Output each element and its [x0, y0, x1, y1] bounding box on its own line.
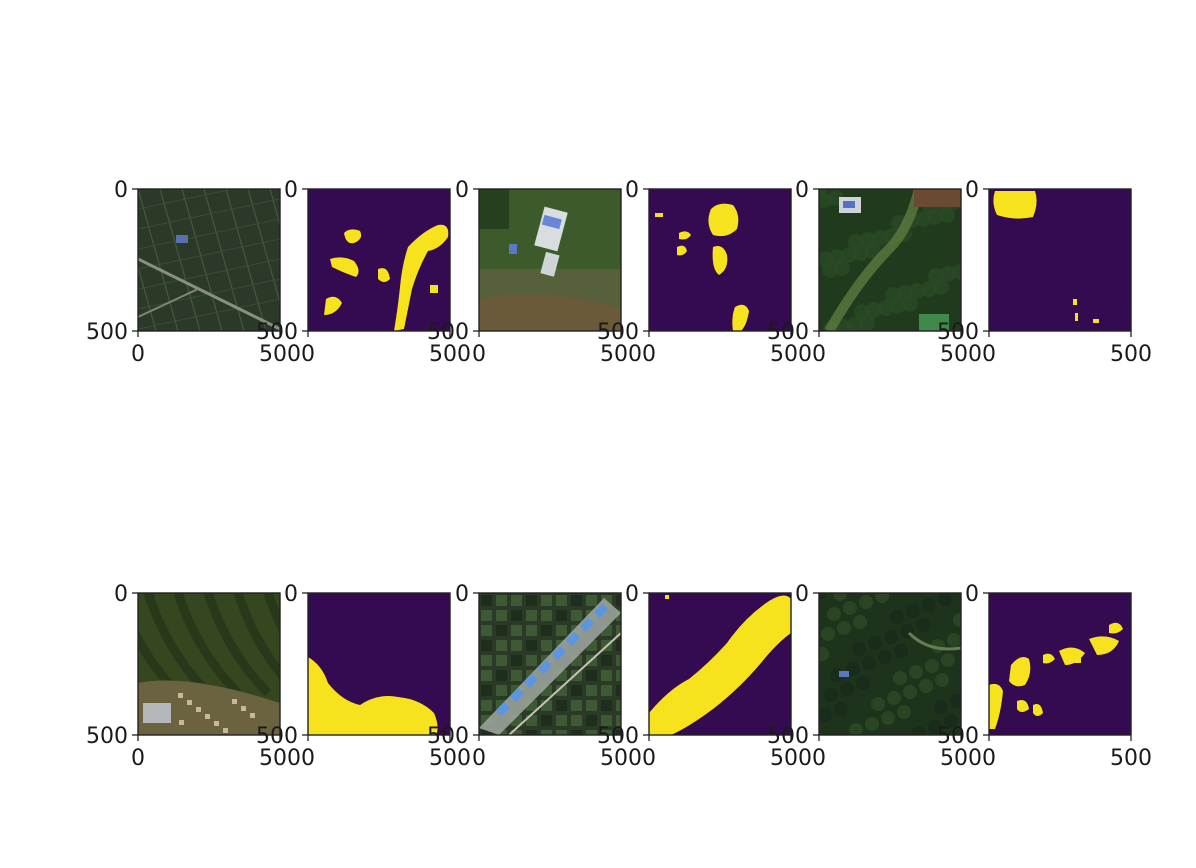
satellite-image-diagonal-built-up-strip [479, 593, 621, 735]
x-tick-label: 0 [301, 342, 315, 367]
satellite-image-forest-with-clearing [819, 189, 961, 331]
satellite-image-greenhouses-and-fields [479, 189, 621, 331]
y-tick-label: 0 [625, 582, 639, 607]
x-tick-label: 500 [940, 342, 982, 367]
satellite-image-farmland-fields-with-road [138, 189, 280, 331]
segmentation-mask-mask-greenhouses [649, 189, 791, 331]
x-tick-label: 0 [812, 342, 826, 367]
axes-frame [648, 592, 792, 736]
segmentation-mask-mask-forest [989, 189, 1131, 331]
x-tick-label: 0 [982, 746, 996, 771]
segmentation-mask-mask-diagonal-strip [649, 593, 791, 735]
axes-frame [137, 188, 281, 332]
axes-frame [988, 188, 1132, 332]
y-tick-label: 500 [937, 320, 979, 345]
segmentation-mask-mask-farmland [308, 189, 450, 331]
axes-frame [988, 592, 1132, 736]
x-tick-label: 0 [982, 342, 996, 367]
satellite-image-dense-forest-hills [819, 593, 961, 735]
x-tick-label: 0 [642, 746, 656, 771]
x-tick-label: 500 [600, 746, 642, 771]
y-tick-label: 0 [795, 582, 809, 607]
segmentation-mask-mask-scattered-patches [989, 593, 1131, 735]
x-tick-label: 500 [259, 342, 301, 367]
axes-frame [818, 188, 962, 332]
axes-frame [648, 188, 792, 332]
satellite-image-hills-and-village [138, 593, 280, 735]
axes-frame [307, 592, 451, 736]
y-tick-label: 0 [795, 178, 809, 203]
axes-frame [137, 592, 281, 736]
x-tick-label: 0 [131, 746, 145, 771]
axes-frame [478, 188, 622, 332]
axes-frame [478, 592, 622, 736]
y-tick-label: 0 [284, 178, 298, 203]
y-tick-label: 0 [114, 582, 128, 607]
y-tick-label: 500 [427, 320, 469, 345]
y-tick-label: 500 [597, 320, 639, 345]
segmentation-mask-mask-village [308, 593, 450, 735]
y-tick-label: 500 [86, 724, 128, 749]
y-tick-label: 0 [455, 582, 469, 607]
y-tick-label: 500 [597, 724, 639, 749]
y-tick-label: 500 [256, 320, 298, 345]
x-tick-label: 0 [131, 342, 145, 367]
x-tick-label: 500 [1110, 342, 1152, 367]
y-tick-label: 500 [86, 320, 128, 345]
x-tick-label: 0 [472, 342, 486, 367]
y-tick-label: 500 [767, 320, 809, 345]
x-tick-label: 0 [472, 746, 486, 771]
x-tick-label: 0 [812, 746, 826, 771]
x-tick-label: 500 [259, 746, 301, 771]
y-tick-label: 0 [965, 178, 979, 203]
x-tick-label: 500 [1110, 746, 1152, 771]
y-tick-label: 0 [625, 178, 639, 203]
x-tick-label: 500 [429, 342, 471, 367]
y-tick-label: 500 [427, 724, 469, 749]
x-tick-label: 500 [600, 342, 642, 367]
y-tick-label: 500 [937, 724, 979, 749]
y-tick-label: 0 [455, 178, 469, 203]
x-tick-label: 0 [642, 342, 656, 367]
axes-frame [307, 188, 451, 332]
y-tick-label: 500 [256, 724, 298, 749]
y-tick-label: 0 [965, 582, 979, 607]
x-tick-label: 500 [770, 746, 812, 771]
y-tick-label: 0 [114, 178, 128, 203]
y-tick-label: 500 [767, 724, 809, 749]
x-tick-label: 500 [770, 342, 812, 367]
x-tick-label: 500 [429, 746, 471, 771]
x-tick-label: 0 [301, 746, 315, 771]
axes-frame [818, 592, 962, 736]
x-tick-label: 500 [940, 746, 982, 771]
y-tick-label: 0 [284, 582, 298, 607]
